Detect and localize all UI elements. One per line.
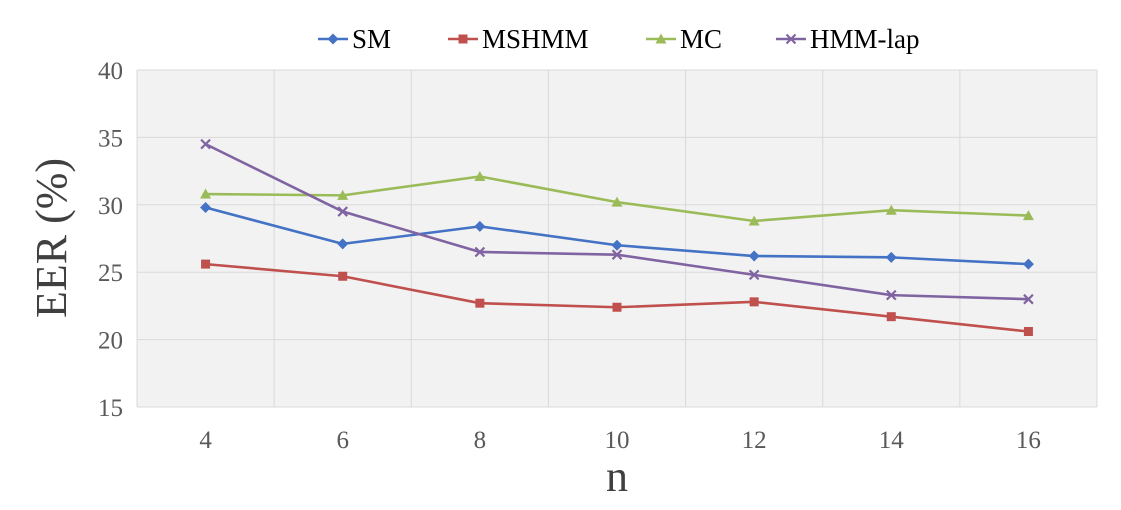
legend-marker-mshmm [458, 34, 468, 44]
x-tick-label: 10 [605, 427, 630, 454]
legend-marker-mc [655, 33, 667, 44]
y-tick-label: 25 [98, 260, 123, 287]
legend-label-sm: SM [352, 24, 391, 54]
legend-item-hmm-lap: HMM-lap [776, 24, 920, 54]
y-axis-title: EER (%) [27, 158, 76, 318]
plot-area [137, 70, 1097, 407]
data-point-mshmm [1023, 327, 1033, 337]
y-axis-ticks: 15 20 25 30 35 40 [98, 58, 123, 422]
data-point-sm [885, 251, 897, 263]
y-tick-label: 40 [98, 58, 123, 85]
legend-item-mc: MC [646, 24, 722, 54]
legend-marker-hmm-lap [785, 33, 797, 45]
x-axis-ticks: 4 6 8 10 12 14 16 [199, 427, 1041, 454]
legend-label-hmm-lap: HMM-lap [810, 24, 920, 54]
legend-label-mshmm: MSHMM [482, 24, 589, 54]
data-point-mshmm [612, 302, 622, 312]
data-point-hmm-lap [886, 289, 897, 301]
data-point-hmm-lap [337, 206, 348, 217]
data-point-mc [200, 188, 212, 199]
data-point-mshmm [886, 312, 896, 322]
data-point-hmm-lap [474, 246, 486, 258]
series-mc [200, 170, 1034, 226]
data-point-sm [200, 201, 212, 213]
x-tick-label: 12 [742, 427, 767, 454]
series-sm [200, 201, 1034, 270]
series-layer [200, 138, 1034, 337]
series-hmm-lap [200, 138, 1034, 305]
data-point-mc [611, 196, 623, 207]
y-tick-label: 15 [98, 395, 123, 422]
data-point-sm [1022, 258, 1034, 270]
y-tick-label: 30 [98, 193, 123, 220]
data-point-hmm-lap [1023, 293, 1034, 305]
data-point-sm [748, 250, 760, 262]
x-tick-label: 6 [336, 427, 349, 454]
legend: SM MSHMM MC HMM-lap [318, 24, 920, 54]
data-point-mc [474, 170, 486, 181]
data-point-mc [1022, 210, 1034, 221]
series-mshmm [201, 259, 1033, 337]
data-point-hmm-lap [748, 269, 760, 281]
data-point-sm [474, 220, 486, 232]
data-point-mshmm [201, 259, 211, 269]
y-tick-label: 20 [98, 328, 123, 355]
x-axis-title: n [606, 452, 628, 501]
legend-item-mshmm: MSHMM [448, 24, 589, 54]
data-point-hmm-lap [611, 249, 623, 260]
data-point-mc [748, 215, 760, 226]
y-tick-label: 35 [98, 125, 123, 152]
x-tick-label: 4 [199, 427, 212, 454]
data-point-sm [611, 239, 623, 251]
data-point-hmm-lap [200, 138, 211, 150]
data-point-mshmm [749, 297, 759, 307]
data-point-mc [885, 204, 897, 215]
x-tick-label: 14 [879, 427, 905, 454]
legend-item-sm: SM [318, 24, 391, 54]
x-tick-label: 8 [474, 427, 487, 454]
legend-label-mc: MC [680, 24, 722, 54]
data-point-sm [337, 238, 349, 250]
gridlines [136, 69, 1098, 408]
data-point-mshmm [475, 298, 485, 308]
legend-marker-sm [327, 33, 339, 45]
x-tick-label: 16 [1016, 427, 1041, 454]
data-point-mshmm [338, 271, 348, 281]
data-point-mc [337, 189, 349, 200]
